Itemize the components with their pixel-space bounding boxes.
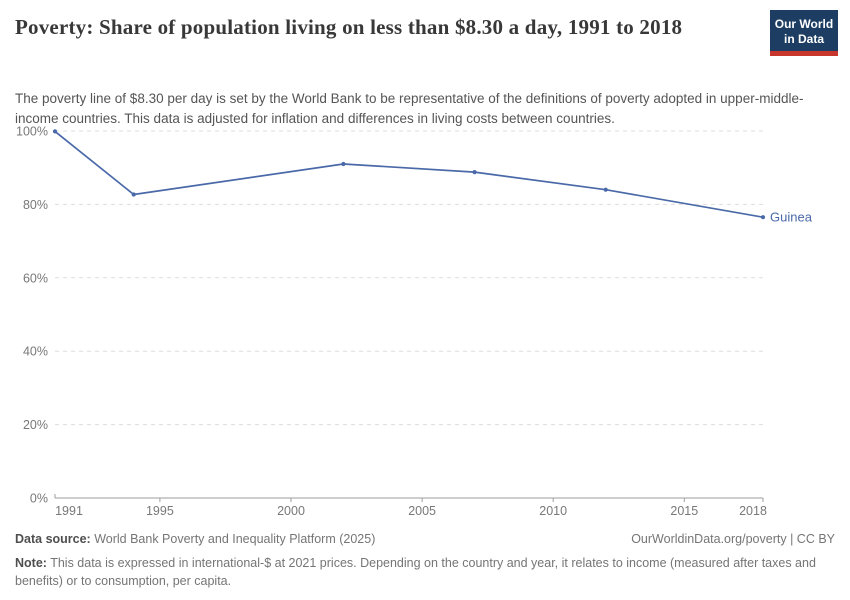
x-tick-label: 2005 xyxy=(408,504,436,518)
note-text: This data is expressed in international-… xyxy=(15,556,816,588)
data-point xyxy=(341,161,346,167)
license-text: CC BY xyxy=(796,532,835,546)
owid-logo: Our World in Data xyxy=(770,10,838,56)
attribution-separator: | xyxy=(786,532,797,546)
data-point xyxy=(472,170,477,175)
attribution-line: OurWorldinData.org/poverty | CC BY xyxy=(631,532,835,546)
poverty-line-chart: 0% 20% 40% 60% 80% 100% 1991 1995 2000 2005 2010 20… xyxy=(16,125,813,519)
note-label: Note: xyxy=(15,556,47,570)
chart-note: Note: This data is expressed in internat… xyxy=(15,554,823,590)
y-tick-label: 60% xyxy=(23,271,48,285)
data-source-line: Data source: World Bank Poverty and Ineq… xyxy=(15,532,375,546)
data-point xyxy=(760,215,766,220)
data-point xyxy=(603,187,608,192)
y-tick-label: 0% xyxy=(30,492,48,506)
x-tick-label: 2015 xyxy=(670,504,698,518)
owid-link[interactable]: OurWorldinData.org/poverty xyxy=(631,532,787,546)
x-tick-label: 2000 xyxy=(277,504,305,518)
x-tick-label: 2010 xyxy=(539,504,567,518)
data-point xyxy=(131,192,136,197)
logo-red-bar xyxy=(770,51,838,56)
logo-line2: in Data xyxy=(783,31,824,46)
y-tick-label: 20% xyxy=(23,418,48,432)
page-title: Poverty: Share of population living on l… xyxy=(15,15,683,39)
entity-label: Guinea xyxy=(770,210,813,225)
data-point xyxy=(52,129,58,134)
x-tick-label: 2018 xyxy=(739,504,767,518)
data-source-text: World Bank Poverty and Inequality Platfo… xyxy=(90,532,376,546)
y-tick-label: 100% xyxy=(16,125,48,139)
chart-subtitle: The poverty line of $8.30 per day is set… xyxy=(15,91,804,126)
x-tick-label: 1995 xyxy=(146,504,174,518)
x-tick-label: 1991 xyxy=(55,504,83,518)
logo-line1: Our World xyxy=(774,17,834,31)
y-tick-label: 40% xyxy=(23,345,48,359)
data-source-label: Data source: xyxy=(15,532,91,546)
y-tick-label: 80% xyxy=(23,198,48,212)
series-line xyxy=(54,130,764,219)
